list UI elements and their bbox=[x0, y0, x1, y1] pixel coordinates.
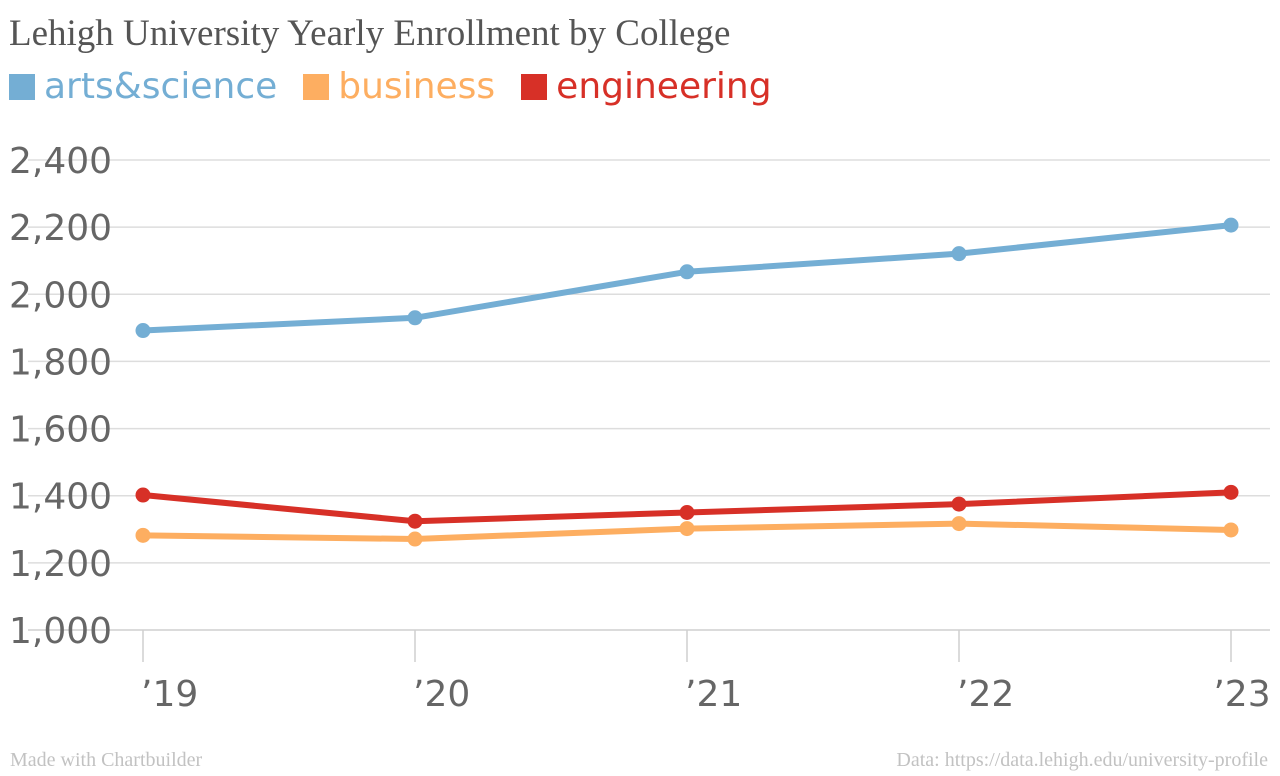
y-tick-label: 2,200 bbox=[9, 208, 112, 249]
data-point-business bbox=[951, 516, 967, 532]
legend-swatch-business bbox=[303, 73, 330, 100]
legend-item-engineering: engineering bbox=[521, 66, 772, 107]
data-point-business bbox=[407, 531, 423, 547]
data-source-note: Data: https://data.lehigh.edu/university… bbox=[896, 749, 1268, 771]
legend-label-engineering: engineering bbox=[556, 66, 772, 107]
data-point-arts-science bbox=[135, 323, 151, 339]
legend-item-business: business bbox=[303, 66, 495, 107]
data-point-engineering bbox=[951, 496, 967, 512]
x-tick-label: ’22 bbox=[957, 674, 1014, 715]
y-tick-label: 1,200 bbox=[9, 544, 112, 585]
data-point-engineering bbox=[1223, 484, 1239, 500]
y-tick-label: 2,000 bbox=[9, 275, 112, 316]
chart-legend: arts&science business engineering bbox=[9, 66, 798, 107]
data-point-arts-science bbox=[407, 310, 423, 326]
data-point-engineering bbox=[135, 487, 151, 503]
legend-label-arts-science: arts&science bbox=[44, 66, 278, 107]
legend-item-arts-science: arts&science bbox=[9, 66, 277, 107]
x-tick-label: ’19 bbox=[141, 674, 198, 715]
x-tick-label: ’20 bbox=[413, 674, 470, 715]
data-point-business bbox=[135, 527, 151, 543]
data-point-engineering bbox=[407, 513, 423, 529]
data-point-business bbox=[1223, 522, 1239, 538]
legend-swatch-arts-science bbox=[9, 73, 35, 100]
x-tick-label: ’21 bbox=[685, 674, 742, 715]
chart-title: Lehigh University Yearly Enrollment by C… bbox=[9, 13, 731, 54]
legend-swatch-engineering bbox=[521, 73, 548, 100]
x-tick-label: ’23 bbox=[1213, 674, 1270, 715]
y-tick-label: 1,400 bbox=[9, 477, 112, 518]
y-tick-label: 1,000 bbox=[9, 611, 112, 652]
data-point-arts-science bbox=[951, 246, 967, 262]
data-point-business bbox=[679, 521, 695, 537]
data-point-arts-science bbox=[679, 264, 695, 280]
data-point-arts-science bbox=[1223, 217, 1239, 233]
y-tick-label: 2,400 bbox=[9, 141, 112, 182]
y-tick-label: 1,800 bbox=[9, 342, 112, 383]
chartbuilder-credit: Made with Chartbuilder bbox=[10, 749, 203, 771]
legend-label-business: business bbox=[338, 66, 496, 107]
y-tick-label: 1,600 bbox=[9, 410, 112, 451]
data-point-engineering bbox=[679, 505, 695, 520]
